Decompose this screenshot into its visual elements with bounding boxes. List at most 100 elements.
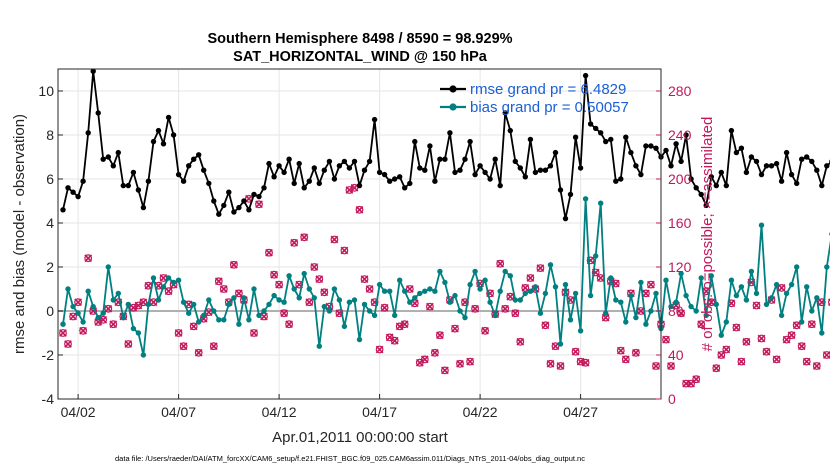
bias-point <box>376 281 383 288</box>
obs-point <box>425 302 434 311</box>
bias-point <box>341 323 348 330</box>
bias-point <box>809 308 815 314</box>
rmse-point <box>683 132 689 138</box>
bias-point <box>628 292 634 299</box>
rmse-point <box>668 163 674 169</box>
bias-point <box>577 328 584 334</box>
rmse-point <box>613 178 619 184</box>
bias-point <box>427 286 433 292</box>
bias-point <box>422 288 428 294</box>
bias-point <box>728 277 735 283</box>
obs-point <box>440 366 449 375</box>
obs-point <box>616 346 625 355</box>
bias-point <box>618 299 624 305</box>
bias-point <box>638 279 644 286</box>
x-axis-label: Apr.01,2011 00:00:00 start <box>272 429 449 446</box>
obs-point <box>556 362 565 370</box>
obs-point <box>179 342 188 351</box>
bias-point <box>567 317 574 323</box>
bias-point <box>145 301 152 308</box>
rmse-point <box>768 163 775 169</box>
bias-point <box>392 312 398 319</box>
rmse-point <box>427 143 433 149</box>
rmse-point <box>306 178 312 184</box>
bias-point <box>467 281 473 288</box>
x-axis: 04/02 04/07 04/12 04/17 04/22 04/27 <box>61 394 598 420</box>
obs-point <box>79 326 87 335</box>
obs-point <box>456 359 464 368</box>
rmse-point <box>432 178 438 184</box>
obs-point <box>581 358 590 367</box>
rmse-point <box>467 138 473 145</box>
obs-point <box>214 277 223 286</box>
bias-point <box>552 284 559 290</box>
rmse-point <box>738 145 745 151</box>
chart-subtitle: SAT_HORIZONTAL_WIND @ 150 hPa <box>233 49 488 65</box>
obs-point <box>285 320 294 329</box>
legend-rmse-marker <box>449 85 457 93</box>
obs-point <box>255 200 263 209</box>
bias-point <box>608 275 614 281</box>
bias-point <box>603 310 609 316</box>
rmse-point <box>311 165 317 171</box>
bias-point <box>231 295 237 301</box>
rmse-point <box>618 176 624 182</box>
obs-point <box>506 292 515 301</box>
x-tick-label: 04/22 <box>463 404 498 420</box>
rmse-point <box>447 130 453 136</box>
obs-point <box>69 312 77 321</box>
bias-point <box>472 268 478 275</box>
bias-point <box>507 273 513 279</box>
rmse-point <box>763 163 770 169</box>
obs-point <box>667 362 675 370</box>
bias-point <box>613 297 619 303</box>
bias-point <box>160 284 167 290</box>
obs-point <box>164 287 173 296</box>
bias-point <box>296 295 302 301</box>
rmse-point <box>693 185 699 191</box>
rmse-point <box>442 156 448 162</box>
rmse-point <box>140 204 147 211</box>
obs-point <box>64 340 72 348</box>
bias-point <box>517 297 523 303</box>
bias-point <box>211 308 217 314</box>
y2-tick-label: 40 <box>668 347 684 363</box>
bias-point <box>196 319 202 325</box>
bias-point <box>266 301 272 308</box>
obs-point <box>642 289 650 298</box>
bias-point <box>593 253 599 259</box>
bias-point <box>120 314 127 321</box>
bias-point <box>110 297 117 303</box>
rmse-point <box>326 158 333 165</box>
rmse-point <box>673 141 679 147</box>
x-tick-label: 04/17 <box>362 404 397 420</box>
rmse-point <box>547 163 554 169</box>
rmse-point <box>412 138 418 145</box>
obs-point <box>280 309 289 318</box>
bias-point <box>351 297 358 303</box>
rmse-point <box>351 158 358 165</box>
rmse-point <box>115 149 122 156</box>
rmse-point <box>301 185 307 191</box>
rmse-point <box>512 158 518 165</box>
y2-tick-label: 280 <box>668 83 692 99</box>
obs-point <box>99 315 108 324</box>
bias-point <box>623 319 629 325</box>
obs-point <box>752 301 761 310</box>
bias-point <box>547 262 554 268</box>
bias-point <box>261 308 267 314</box>
y2-tick-label: 240 <box>668 127 692 143</box>
bias-point <box>804 284 810 290</box>
chart-title: Southern Hemisphere 8498 / 8590 = 98.929… <box>207 31 512 47</box>
obs-point <box>496 259 505 268</box>
y-tick-label: 10 <box>38 83 54 99</box>
rmse-point <box>437 156 443 162</box>
obs-point <box>189 322 198 331</box>
rmse-point <box>130 169 137 176</box>
bias-point <box>537 310 544 316</box>
rmse-point <box>241 198 247 204</box>
rmse-point <box>542 167 549 173</box>
rmse-point <box>226 189 232 195</box>
rmse-point <box>251 191 257 198</box>
rmse-point <box>648 143 654 149</box>
